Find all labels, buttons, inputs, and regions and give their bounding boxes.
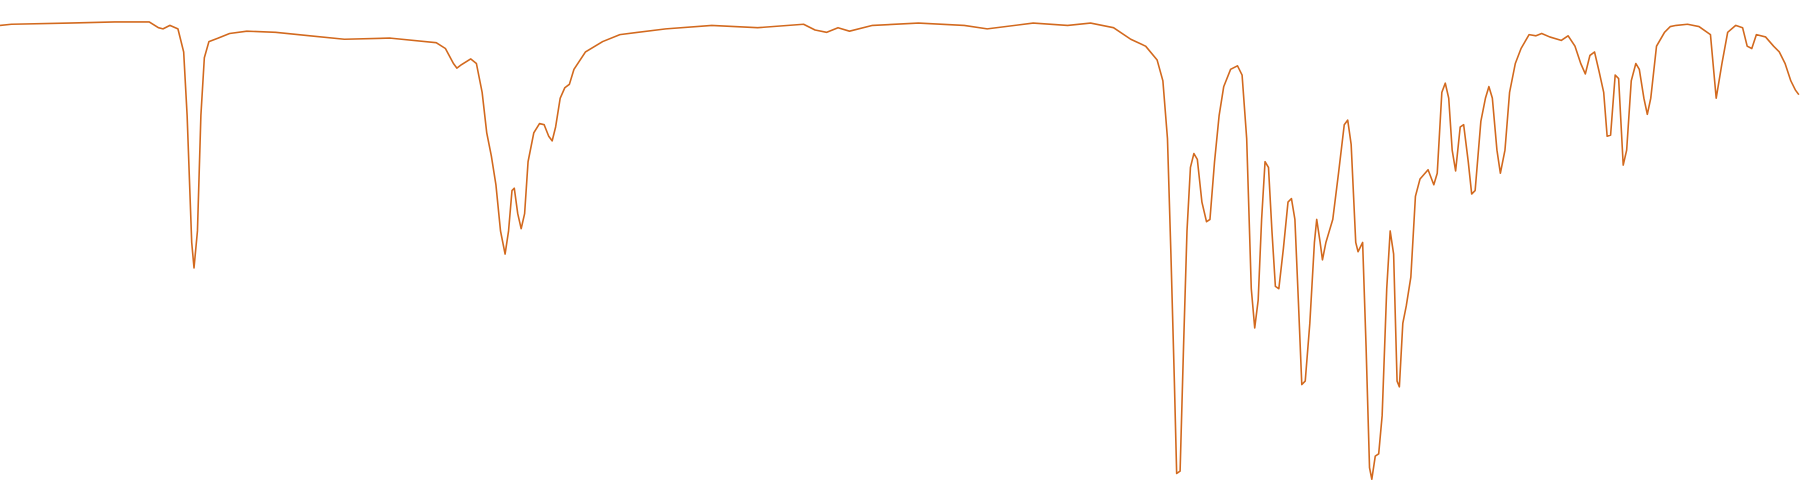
- spectrum-line: [0, 21, 1800, 481]
